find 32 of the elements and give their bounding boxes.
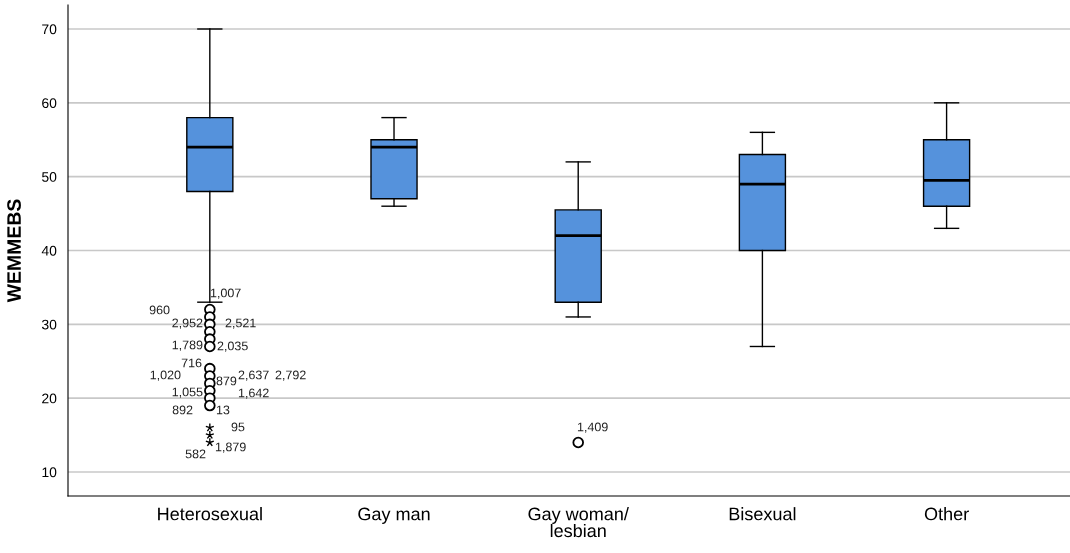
annotation: 1,789 <box>172 340 203 351</box>
annotation: 1,409 <box>577 422 608 433</box>
annotation: 13 <box>216 405 230 415</box>
annotation: 1,007 <box>210 288 241 299</box>
annotation: 95 <box>231 422 245 432</box>
y-tick-label: 60 <box>42 98 57 108</box>
x-tick-label: Gay man <box>358 507 430 524</box>
y-axis-title: WEMMEBS <box>7 199 21 303</box>
annotation: 582 <box>185 449 206 459</box>
y-tick-label: 50 <box>42 172 57 182</box>
annotation: 2,637 <box>238 370 269 381</box>
x-tick-label: Bisexual <box>729 507 796 521</box>
annotation: 716 <box>181 358 202 368</box>
x-tick-label: Other <box>924 507 969 521</box>
annotation: 879 <box>216 376 237 386</box>
annotation: 1,642 <box>238 388 269 399</box>
y-tick-label: 30 <box>41 319 57 330</box>
annotation: 960 <box>149 305 170 315</box>
x-tick-label: Heterosexual <box>158 507 262 521</box>
y-tick-label: 40 <box>41 245 57 256</box>
y-tick-label: 70 <box>42 24 57 35</box>
annotation: 1,879 <box>215 442 246 453</box>
annotation: 892 <box>172 405 193 415</box>
annotation: 2,035 <box>217 341 248 352</box>
annotation: 1,020 <box>150 370 181 381</box>
x-tick-label: Gay woman/ lesbian <box>528 507 629 538</box>
y-tick-label: 10 <box>42 467 57 478</box>
annotation: 2,952 <box>172 318 203 329</box>
y-tick-label: 20 <box>42 393 57 404</box>
annotation: 2,792 <box>275 370 306 381</box>
annotation: 1,055 <box>172 387 203 398</box>
annotation: 2,521 <box>225 318 256 329</box>
